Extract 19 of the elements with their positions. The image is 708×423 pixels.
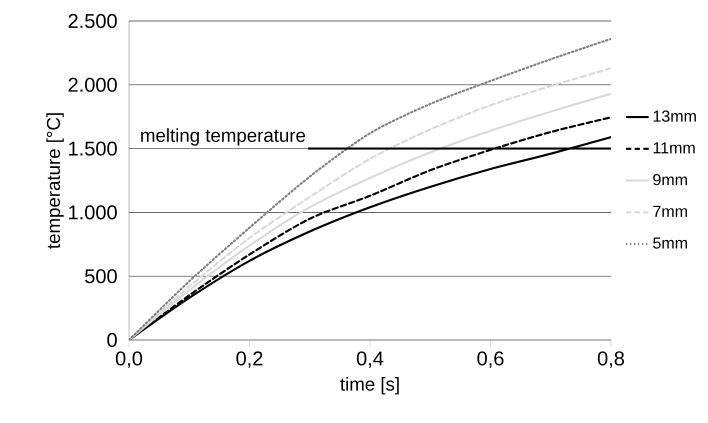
x-tick-label: 0,2 (236, 351, 262, 368)
legend-label: 9mm (653, 174, 687, 186)
x-tick-label: 0,4 (356, 351, 384, 368)
y-tick-label: 2.500 (68, 14, 117, 28)
y-tick-label: 1.500 (69, 142, 117, 156)
y-tick-label: 0 (107, 332, 117, 348)
x-tick-label: 0,6 (477, 351, 504, 368)
y-axis-title: temperature [°C] (46, 113, 64, 249)
legend-label: 7mm (653, 206, 687, 217)
x-tick-label: 0,8 (598, 351, 624, 368)
x-tick-label: 0,0 (116, 351, 142, 368)
y-tick-label: 500 (85, 269, 117, 284)
y-tick-label: 1.000 (69, 205, 117, 220)
y-tick-label: 2.000 (68, 78, 117, 92)
ref-line-label: melting temperature (141, 128, 306, 146)
x-axis-title: time [s] (340, 377, 399, 394)
legend-label: 13mm (654, 110, 696, 122)
legend-label: 11mm (654, 142, 695, 154)
legend-label: 5mm (653, 238, 687, 249)
